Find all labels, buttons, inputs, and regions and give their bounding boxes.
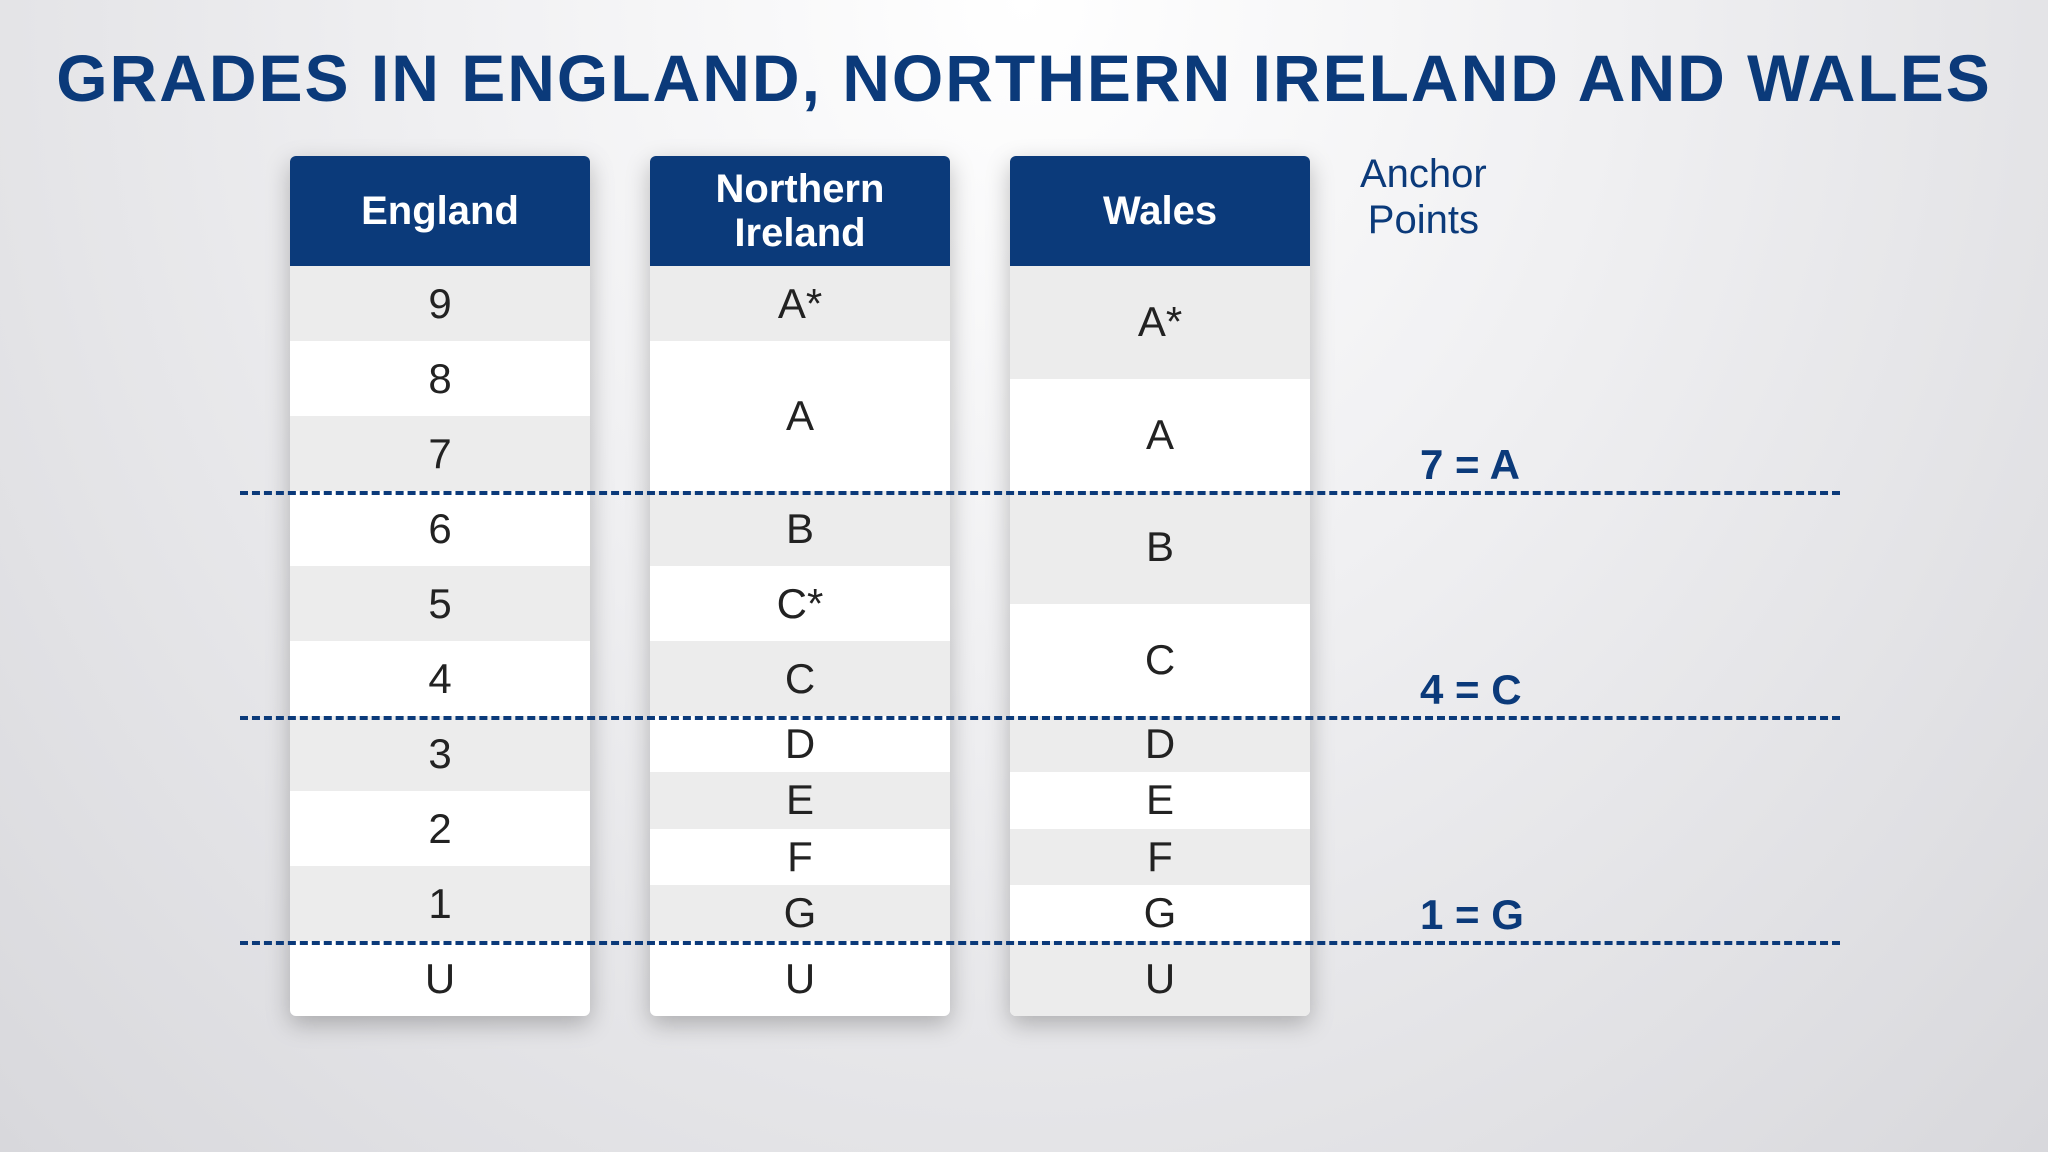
anchor-line — [240, 716, 1840, 720]
grade-cell: C* — [650, 566, 950, 641]
column-ni: NorthernIrelandA*ABC*CDEFGU — [650, 156, 950, 1016]
grade-cell: 1 — [290, 866, 590, 941]
anchor-line — [240, 941, 1840, 945]
anchor-line — [240, 491, 1840, 495]
grade-cell: F — [650, 829, 950, 885]
anchor-label: 7 = A — [1420, 441, 1520, 489]
grade-cell: E — [1010, 772, 1310, 828]
page-title: GRADES IN ENGLAND, NORTHERN IRELAND AND … — [0, 0, 2048, 116]
grade-cell: 7 — [290, 416, 590, 491]
grade-cell: C — [650, 641, 950, 716]
grade-cell: A* — [1010, 266, 1310, 379]
grade-cell: F — [1010, 829, 1310, 885]
column-wales: WalesA*ABCDEFGU — [1010, 156, 1310, 1016]
grade-cell: 4 — [290, 641, 590, 716]
anchor-label: 4 = C — [1420, 666, 1522, 714]
grade-cell: A — [650, 341, 950, 491]
grade-cell: U — [290, 941, 590, 1016]
grade-cell: A* — [650, 266, 950, 341]
grade-cell: C — [1010, 604, 1310, 717]
grade-cell: U — [650, 941, 950, 1016]
grade-cell: 2 — [290, 791, 590, 866]
grade-cell: D — [1010, 716, 1310, 772]
grade-cell: E — [650, 772, 950, 828]
grade-cell: G — [650, 885, 950, 941]
grade-cell: D — [650, 716, 950, 772]
column-header-wales: Wales — [1010, 156, 1310, 266]
grade-cell: U — [1010, 941, 1310, 1016]
grade-cell: 5 — [290, 566, 590, 641]
diagram-stage: England987654321UNorthernIrelandA*ABC*CD… — [0, 116, 2048, 1116]
anchor-label: 1 = G — [1420, 891, 1524, 939]
grade-cell: 9 — [290, 266, 590, 341]
anchor-points-title: AnchorPoints — [1360, 151, 1487, 243]
column-header-ni: NorthernIreland — [650, 156, 950, 266]
column-england: England987654321U — [290, 156, 590, 1016]
grade-cell: A — [1010, 379, 1310, 492]
grade-cell: 8 — [290, 341, 590, 416]
grade-cell: 6 — [290, 491, 590, 566]
grade-cell: B — [1010, 491, 1310, 604]
grade-cell: 3 — [290, 716, 590, 791]
grade-cell: B — [650, 491, 950, 566]
grade-cell: G — [1010, 885, 1310, 941]
column-header-england: England — [290, 156, 590, 266]
